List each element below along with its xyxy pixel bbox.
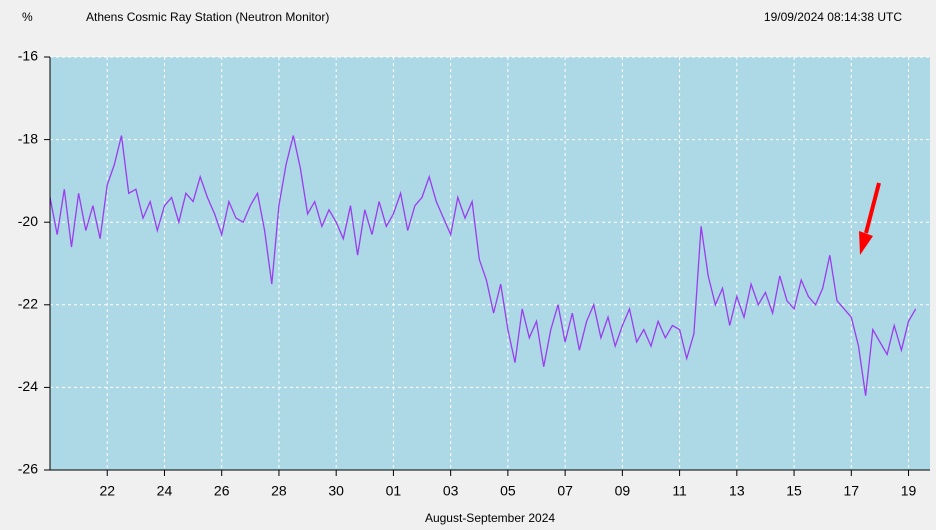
- x-tick-label: 30: [328, 483, 344, 499]
- x-tick-label: 17: [844, 483, 860, 499]
- annotation-arrow: [859, 182, 881, 255]
- x-tick-label: 13: [729, 483, 745, 499]
- y-tick-label: -24: [18, 378, 38, 394]
- x-tick-label: 19: [901, 483, 917, 499]
- x-tick-label: 26: [214, 483, 230, 499]
- arrow-shaft: [864, 182, 881, 234]
- timestamp: 19/09/2024 08:14:38 UTC: [764, 10, 902, 24]
- data-line: [49, 135, 917, 396]
- y-tick-label: -22: [18, 296, 38, 312]
- y-tick-label: -20: [18, 213, 38, 229]
- plot-area: [50, 57, 930, 470]
- x-axis-label: August-September 2024: [425, 511, 555, 525]
- y-axis-label: %: [22, 10, 33, 24]
- x-tick-label: 03: [443, 483, 459, 499]
- arrow-head: [859, 231, 873, 255]
- x-tick-label: 28: [271, 483, 287, 499]
- x-tick-label: 01: [386, 483, 402, 499]
- y-tick-label: -18: [18, 130, 38, 146]
- x-tick-label: 22: [99, 483, 115, 499]
- chart-title: Athens Cosmic Ray Station (Neutron Monit…: [86, 10, 329, 24]
- x-tick-label: 24: [157, 483, 173, 499]
- x-tick-label: 05: [500, 483, 516, 499]
- x-tick-label: 07: [557, 483, 573, 499]
- x-tick-label: 11: [672, 483, 687, 499]
- y-tick-label: -26: [18, 461, 38, 477]
- x-tick-label: 15: [786, 483, 802, 499]
- y-tick-label: -16: [18, 48, 38, 64]
- x-tick-label: 09: [615, 483, 631, 499]
